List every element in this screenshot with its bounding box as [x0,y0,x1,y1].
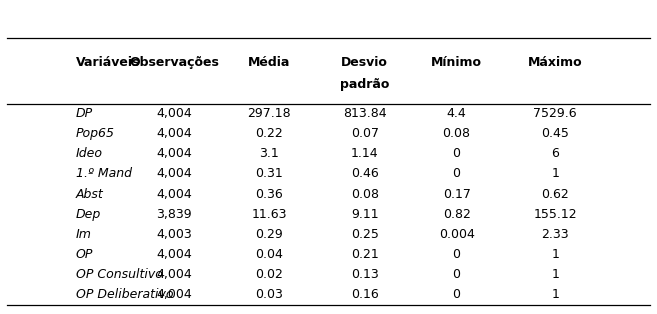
Text: 0.16: 0.16 [351,288,378,301]
Text: 4,004: 4,004 [156,268,192,281]
Text: 11.63: 11.63 [252,208,287,221]
Text: DP: DP [76,107,93,120]
Text: OP Deliberativo: OP Deliberativo [76,288,173,301]
Text: 0.22: 0.22 [256,127,283,140]
Text: 0.07: 0.07 [351,127,378,140]
Text: 0.29: 0.29 [256,228,283,241]
Text: Im: Im [76,228,91,241]
Text: 1: 1 [551,167,559,181]
Text: 0: 0 [453,248,461,261]
Text: 4,004: 4,004 [156,167,192,181]
Text: 1: 1 [551,248,559,261]
Text: 3.1: 3.1 [260,147,279,160]
Text: 7529.6: 7529.6 [533,107,577,120]
Text: Variáveis: Variáveis [76,56,140,69]
Text: 0: 0 [453,268,461,281]
Text: 1: 1 [551,268,559,281]
Text: 0: 0 [453,147,461,160]
Text: 2.33: 2.33 [541,228,569,241]
Text: Desvio: Desvio [341,56,388,69]
Text: 3,839: 3,839 [156,208,192,221]
Text: 0.46: 0.46 [351,167,378,181]
Text: 4.4: 4.4 [447,107,466,120]
Text: Ideo: Ideo [76,147,102,160]
Text: Média: Média [248,56,290,69]
Text: 0.08: 0.08 [443,127,470,140]
Text: 0.04: 0.04 [256,248,283,261]
Text: 297.18: 297.18 [248,107,291,120]
Text: 0.03: 0.03 [256,288,283,301]
Text: 0.004: 0.004 [439,228,474,241]
Text: 4,004: 4,004 [156,187,192,201]
Text: 0: 0 [453,288,461,301]
Text: Dep: Dep [76,208,101,221]
Text: 4,004: 4,004 [156,107,192,120]
Text: 155.12: 155.12 [533,208,577,221]
Text: 1.º Mand: 1.º Mand [76,167,131,181]
Text: Observações: Observações [129,56,219,69]
Text: padrão: padrão [340,78,390,91]
Text: 6: 6 [551,147,559,160]
Text: 0.82: 0.82 [443,208,470,221]
Text: 0: 0 [453,167,461,181]
Text: 0.36: 0.36 [256,187,283,201]
Text: 0.13: 0.13 [351,268,378,281]
Text: 4,004: 4,004 [156,127,192,140]
Text: 4,004: 4,004 [156,288,192,301]
Text: 1.14: 1.14 [351,147,378,160]
Text: Abst: Abst [76,187,103,201]
Text: Pop65: Pop65 [76,127,114,140]
Text: 0.45: 0.45 [541,127,569,140]
Text: 813.84: 813.84 [343,107,386,120]
Text: 9.11: 9.11 [351,208,378,221]
Text: 0.08: 0.08 [351,187,378,201]
Text: 0.62: 0.62 [541,187,569,201]
Text: 4,004: 4,004 [156,248,192,261]
Text: Máximo: Máximo [528,56,583,69]
Text: 0.02: 0.02 [256,268,283,281]
Text: OP: OP [76,248,93,261]
Text: 0.31: 0.31 [256,167,283,181]
Text: Mínimo: Mínimo [431,56,482,69]
Text: 0.17: 0.17 [443,187,470,201]
Text: 4,003: 4,003 [156,228,192,241]
Text: 1: 1 [551,288,559,301]
Text: OP Consultivo: OP Consultivo [76,268,162,281]
Text: 0.25: 0.25 [351,228,378,241]
Text: 0.21: 0.21 [351,248,378,261]
Text: 4,004: 4,004 [156,147,192,160]
